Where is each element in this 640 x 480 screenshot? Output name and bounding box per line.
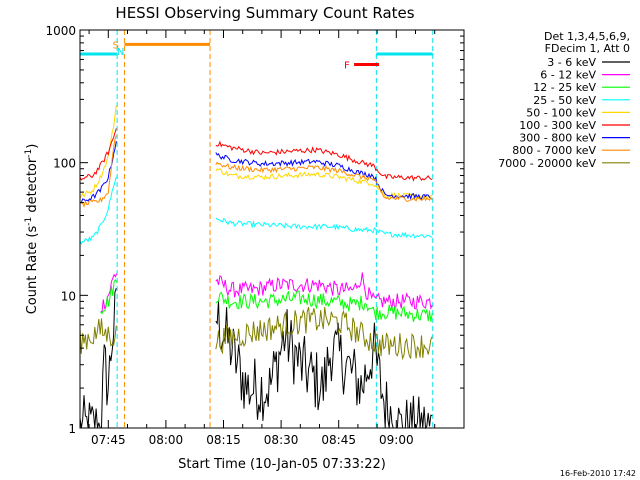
chart-title: HESSI Observing Summary Count Rates bbox=[115, 4, 414, 22]
series-8-line-a bbox=[79, 318, 117, 354]
legend: Det 1,3,4,5,6,9, FDecim 1, Att 0 3 - 6 k… bbox=[498, 30, 630, 170]
legend-label-1: 6 - 12 keV bbox=[540, 69, 596, 82]
series-6 bbox=[79, 141, 433, 204]
y-tick-label-1: 10 bbox=[61, 289, 76, 303]
series-8 bbox=[79, 306, 433, 361]
series-1 bbox=[100, 272, 433, 313]
x-tick-label-5: 09:00 bbox=[379, 433, 414, 447]
legend-label-0: 3 - 6 keV bbox=[547, 56, 596, 69]
flag-label-S: S bbox=[113, 40, 119, 51]
x-axis: 07:45 08:00 08:15 08:30 08:45 09:00 bbox=[88, 30, 436, 447]
legend-header-line-2: FDecim 1, Att 0 bbox=[545, 42, 630, 55]
series-7-line-a bbox=[79, 135, 117, 208]
series-6-line-a bbox=[79, 141, 117, 204]
series-7-line-b bbox=[215, 161, 433, 202]
x-tick-label-4: 08:45 bbox=[321, 433, 356, 447]
x-tick-label-1: 08:00 bbox=[149, 433, 184, 447]
series-0 bbox=[79, 288, 433, 430]
series-2 bbox=[100, 279, 433, 323]
y-axis-label-sup1: -1 bbox=[24, 217, 34, 226]
series-1-line-b bbox=[215, 272, 433, 310]
y-tick-label-3: 1000 bbox=[45, 24, 76, 38]
y-axis-label-end: ) bbox=[25, 144, 40, 149]
legend-label-6: 300 - 800 keV bbox=[519, 132, 596, 145]
series-2-line-a bbox=[100, 279, 118, 315]
series-4 bbox=[79, 105, 433, 201]
series-6-line-b bbox=[215, 152, 433, 201]
series-3 bbox=[79, 176, 433, 246]
flag-label-N: N bbox=[117, 47, 124, 58]
series-5 bbox=[79, 128, 433, 182]
legend-label-7: 800 - 7000 keV bbox=[512, 144, 596, 157]
flag-label-F: F bbox=[344, 60, 350, 71]
footer-date: 16-Feb-2010 17:42 bbox=[560, 469, 636, 478]
x-tick-label-0: 07:45 bbox=[91, 433, 126, 447]
x-tick-label-3: 08:30 bbox=[264, 433, 299, 447]
plot-area: SN F bbox=[79, 30, 434, 430]
series-5-line-a bbox=[79, 128, 117, 181]
legend-label-4: 50 - 100 keV bbox=[526, 106, 596, 119]
y-axis-label: Count Rate (s-1 detector-1) bbox=[24, 144, 40, 315]
x-axis-label: Start Time (10-Jan-05 07:33:22) bbox=[178, 457, 386, 472]
series-4-line-b bbox=[215, 168, 433, 201]
legend-label-2: 12 - 25 keV bbox=[533, 81, 596, 94]
series-7 bbox=[79, 135, 433, 208]
y-axis-label-main: Count Rate (s bbox=[25, 226, 40, 315]
series-5-line-b bbox=[215, 140, 433, 182]
plot-frame bbox=[79, 29, 465, 429]
series-3-line-a bbox=[79, 176, 117, 246]
y-axis: 1 10 100 1000 bbox=[45, 24, 464, 436]
series-3-line-b bbox=[215, 217, 433, 239]
series-1-line-a bbox=[100, 273, 118, 313]
y-tick-label-2: 100 bbox=[53, 157, 76, 171]
y-axis-label-mid: detector bbox=[25, 157, 40, 217]
y-axis-label-sup2: -1 bbox=[24, 149, 34, 158]
legend-label-8: 7000 - 20000 keV bbox=[498, 157, 596, 170]
legend-header-line-1: Det 1,3,4,5,6,9, bbox=[544, 30, 630, 43]
x-tick-label-2: 08:15 bbox=[206, 433, 241, 447]
series-8-line-b bbox=[215, 306, 433, 361]
series-0-line-a bbox=[79, 288, 117, 429]
y-tick-label-0: 1 bbox=[68, 422, 76, 436]
series-2-line-b bbox=[215, 290, 433, 323]
series-4-line-a bbox=[79, 105, 117, 199]
legend-label-5: 100 - 300 keV bbox=[519, 119, 596, 132]
legend-label-3: 25 - 50 keV bbox=[533, 94, 596, 107]
